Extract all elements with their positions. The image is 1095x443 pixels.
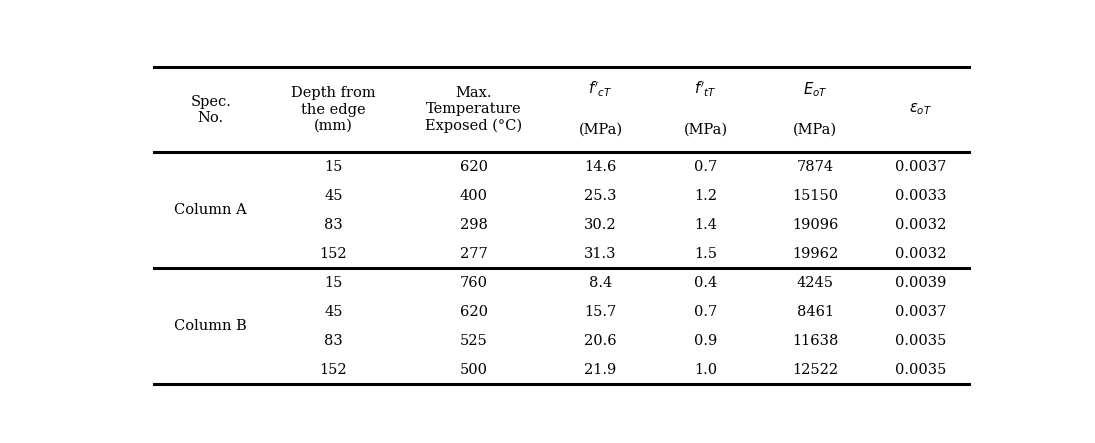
Text: 30.2: 30.2: [585, 218, 616, 232]
Text: 620: 620: [460, 305, 487, 319]
Text: 0.0032: 0.0032: [895, 247, 946, 261]
Text: 500: 500: [460, 362, 487, 377]
Text: 1.2: 1.2: [694, 189, 717, 203]
Text: 8461: 8461: [797, 305, 833, 319]
Text: 7874: 7874: [797, 160, 833, 174]
Text: (MPa): (MPa): [578, 122, 623, 136]
Text: 298: 298: [460, 218, 487, 232]
Text: 525: 525: [460, 334, 487, 348]
Text: $\varepsilon_{oT}$: $\varepsilon_{oT}$: [909, 102, 932, 117]
Text: 25.3: 25.3: [585, 189, 616, 203]
Text: 1.0: 1.0: [694, 362, 717, 377]
Text: $f'_{cT}$: $f'_{cT}$: [588, 80, 613, 100]
Text: $E_{oT}$: $E_{oT}$: [803, 81, 828, 99]
Text: 15150: 15150: [792, 189, 839, 203]
Text: 21.9: 21.9: [585, 362, 616, 377]
Text: 0.0037: 0.0037: [895, 160, 946, 174]
Text: 0.7: 0.7: [694, 305, 717, 319]
Text: 12522: 12522: [792, 362, 839, 377]
Text: Depth from
the edge
(mm): Depth from the edge (mm): [291, 86, 376, 133]
Text: 760: 760: [460, 276, 487, 290]
Text: (MPa): (MPa): [683, 122, 728, 136]
Text: 620: 620: [460, 160, 487, 174]
Text: 1.5: 1.5: [694, 247, 717, 261]
Text: 152: 152: [320, 362, 347, 377]
Text: 19962: 19962: [792, 247, 839, 261]
Text: 0.4: 0.4: [694, 276, 717, 290]
Text: 83: 83: [324, 218, 343, 232]
Text: 0.0032: 0.0032: [895, 218, 946, 232]
Text: 4245: 4245: [797, 276, 833, 290]
Text: 277: 277: [460, 247, 487, 261]
Text: 19096: 19096: [792, 218, 839, 232]
Text: 0.0037: 0.0037: [895, 305, 946, 319]
Text: 8.4: 8.4: [589, 276, 612, 290]
Text: 400: 400: [460, 189, 487, 203]
Text: 1.4: 1.4: [694, 218, 717, 232]
Text: 15: 15: [324, 160, 343, 174]
Text: Max.
Temperature
Exposed (°C): Max. Temperature Exposed (°C): [425, 86, 522, 133]
Text: Spec.
No.: Spec. No.: [191, 94, 231, 125]
Text: 83: 83: [324, 334, 343, 348]
Text: 0.9: 0.9: [694, 334, 717, 348]
Text: 45: 45: [324, 189, 343, 203]
Text: 15: 15: [324, 276, 343, 290]
Text: 0.0035: 0.0035: [895, 334, 946, 348]
Text: 0.0039: 0.0039: [895, 276, 946, 290]
Text: 11638: 11638: [792, 334, 839, 348]
Text: 0.0033: 0.0033: [895, 189, 946, 203]
Text: 0.0035: 0.0035: [895, 362, 946, 377]
Text: 31.3: 31.3: [585, 247, 616, 261]
Text: $f'_{tT}$: $f'_{tT}$: [694, 80, 717, 100]
Text: 45: 45: [324, 305, 343, 319]
Text: Column B: Column B: [174, 319, 247, 333]
Text: 15.7: 15.7: [585, 305, 616, 319]
Text: 0.7: 0.7: [694, 160, 717, 174]
Text: Column A: Column A: [174, 203, 247, 218]
Text: 14.6: 14.6: [585, 160, 616, 174]
Text: (MPa): (MPa): [793, 122, 838, 136]
Text: 20.6: 20.6: [585, 334, 616, 348]
Text: 152: 152: [320, 247, 347, 261]
